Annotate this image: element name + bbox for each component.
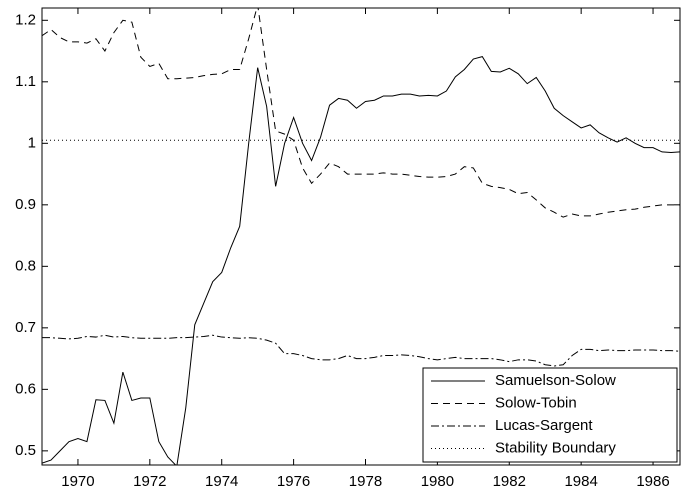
y-tick-label: 0.5 <box>15 442 36 459</box>
x-tick-label: 1976 <box>277 473 310 490</box>
legend-label: Lucas-Sargent <box>495 417 593 434</box>
lines <box>42 8 680 465</box>
series-line <box>42 8 680 218</box>
series-line <box>42 56 680 465</box>
y-tick-label: 1 <box>28 134 36 151</box>
x-tick-label: 1970 <box>61 473 94 490</box>
x-tick-label: 1974 <box>205 473 238 490</box>
x-tick-label: 1982 <box>493 473 526 490</box>
y-tick-label: 1.1 <box>15 73 36 90</box>
legend-label: Solow-Tobin <box>495 394 577 411</box>
series-line <box>42 334 680 367</box>
y-tick-label: 1.2 <box>15 11 36 28</box>
x-tick-label: 1980 <box>421 473 454 490</box>
y-tick-label: 0.6 <box>15 380 36 397</box>
legend-label: Samuelson-Solow <box>495 372 616 389</box>
x-tick-label: 1972 <box>133 473 166 490</box>
x-tick-label: 1978 <box>349 473 382 490</box>
y-tick-label: 0.8 <box>15 257 36 274</box>
y-tick-label: 0.9 <box>15 196 36 213</box>
x-tick-label: 1986 <box>636 473 669 490</box>
x-tick-label: 1984 <box>564 473 597 490</box>
y-tick-label: 0.7 <box>15 319 36 336</box>
legend-label: Stability Boundary <box>495 439 616 456</box>
legend-box <box>422 367 678 463</box>
